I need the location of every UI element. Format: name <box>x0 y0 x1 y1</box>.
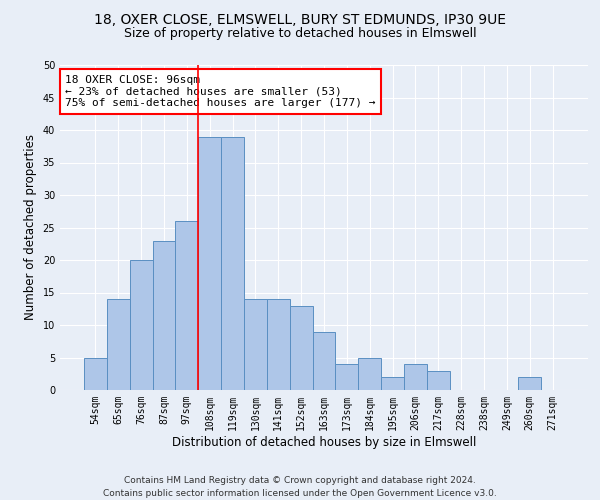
Text: 18 OXER CLOSE: 96sqm
← 23% of detached houses are smaller (53)
75% of semi-detac: 18 OXER CLOSE: 96sqm ← 23% of detached h… <box>65 74 376 108</box>
Bar <box>290 306 313 390</box>
Bar <box>152 240 175 390</box>
Bar <box>358 358 381 390</box>
Bar <box>244 299 267 390</box>
Bar <box>221 136 244 390</box>
Bar <box>518 377 541 390</box>
Y-axis label: Number of detached properties: Number of detached properties <box>24 134 37 320</box>
Bar <box>313 332 335 390</box>
Text: 18, OXER CLOSE, ELMSWELL, BURY ST EDMUNDS, IP30 9UE: 18, OXER CLOSE, ELMSWELL, BURY ST EDMUND… <box>94 12 506 26</box>
X-axis label: Distribution of detached houses by size in Elmswell: Distribution of detached houses by size … <box>172 436 476 448</box>
Bar <box>404 364 427 390</box>
Bar <box>130 260 152 390</box>
Bar <box>84 358 107 390</box>
Bar <box>335 364 358 390</box>
Bar <box>381 377 404 390</box>
Bar <box>175 221 198 390</box>
Bar <box>427 370 450 390</box>
Bar <box>267 299 290 390</box>
Text: Contains HM Land Registry data © Crown copyright and database right 2024.
Contai: Contains HM Land Registry data © Crown c… <box>103 476 497 498</box>
Text: Size of property relative to detached houses in Elmswell: Size of property relative to detached ho… <box>124 28 476 40</box>
Bar <box>107 299 130 390</box>
Bar <box>198 136 221 390</box>
